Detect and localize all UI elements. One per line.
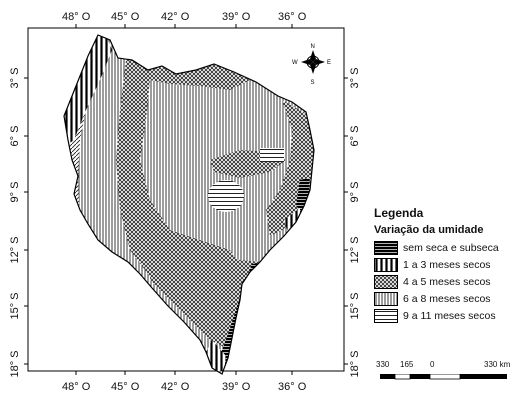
ticks-bottom: 48° O 45° O 42° O 39° O 36° O [62, 381, 307, 393]
legend-item-4-5: 4 a 5 meses secos [374, 274, 516, 289]
tick-bottom-1: 45° O [111, 381, 140, 393]
legend: Legenda Variação da umidade sem seca e s… [374, 206, 516, 325]
tick-right-4: 15° S [349, 292, 361, 319]
tick-bottom-3: 39° O [222, 381, 251, 393]
zone-9-11-meses-1 [208, 180, 244, 212]
tick-right-5: 18° S [349, 350, 361, 377]
tick-bottom-4: 36° O [278, 381, 307, 393]
map-frame [27, 27, 345, 372]
tick-left-2: 9° S [9, 182, 21, 203]
zone-sem-seca-east [296, 178, 310, 212]
scale-bar-graphic [380, 374, 507, 380]
swatch-vertical-bold [374, 257, 398, 272]
region-map [63, 34, 315, 375]
scale-label-3: 330 km [484, 360, 511, 369]
legend-subtitle: Variação da umidade [374, 224, 484, 236]
ticks-right: 3° S 6° S 9° S 12° S 15° S 18° S [349, 68, 361, 378]
tick-left-5: 18° S [9, 350, 21, 377]
tick-top-4: 36° O [278, 11, 307, 23]
legend-item-1-3: 1 a 3 meses secos [374, 257, 516, 272]
compass-rose: N S E W [292, 44, 331, 86]
compass-w: W [292, 60, 298, 66]
legend-label-1: 1 a 3 meses secos [403, 258, 491, 271]
scale-label-2: 0 [430, 360, 435, 369]
tick-top-3: 39° O [222, 11, 251, 23]
swatch-crosshatch [374, 274, 398, 289]
legend-item-6-8: 6 a 8 meses secos [374, 291, 516, 306]
tick-marks [24, 24, 348, 375]
compass-s: S [311, 80, 315, 86]
compass-e: E [327, 60, 331, 66]
scale-label-0: 330 [376, 360, 390, 369]
tick-right-2: 9° S [349, 182, 361, 203]
scale-bar: 330 165 0 330 km [376, 360, 512, 390]
swatch-vertical-fine [374, 291, 398, 306]
tick-left-0: 3° S [9, 68, 21, 89]
tick-bottom-0: 48° O [62, 381, 91, 393]
swatch-dense-horizontal [374, 240, 398, 255]
ticks-top: 48° O 45° O 42° O 39° O 36° O [62, 11, 307, 23]
tick-left-1: 6° S [9, 126, 21, 147]
region-outline [63, 34, 315, 375]
legend-label-2: 4 a 5 meses secos [403, 275, 491, 288]
tick-top-1: 45° O [111, 11, 140, 23]
tick-right-1: 6° S [349, 126, 361, 147]
tick-left-4: 15° S [9, 292, 21, 319]
compass-n: N [311, 44, 315, 50]
legend-title: Legenda [374, 206, 424, 220]
tick-top-2: 42° O [161, 11, 190, 23]
ticks-left: 3° S 6° S 9° S 12° S 15° S 18° S [9, 68, 21, 378]
legend-label-3: 6 a 8 meses secos [403, 292, 491, 305]
legend-label-0: sem seca e subseca [403, 241, 499, 254]
tick-right-0: 3° S [349, 68, 361, 89]
scale-label-1: 165 [400, 360, 414, 369]
swatch-horizontal [374, 308, 398, 323]
legend-item-sem-seca: sem seca e subseca [374, 240, 516, 255]
tick-left-3: 12° S [9, 236, 21, 263]
tick-right-3: 12° S [349, 236, 361, 263]
tick-bottom-2: 42° O [161, 381, 190, 393]
legend-label-4: 9 a 11 meses secos [403, 309, 496, 322]
tick-top-0: 48° O [62, 11, 91, 23]
legend-item-9-11: 9 a 11 meses secos [374, 308, 516, 323]
zone-9-11-meses-2 [260, 148, 284, 162]
